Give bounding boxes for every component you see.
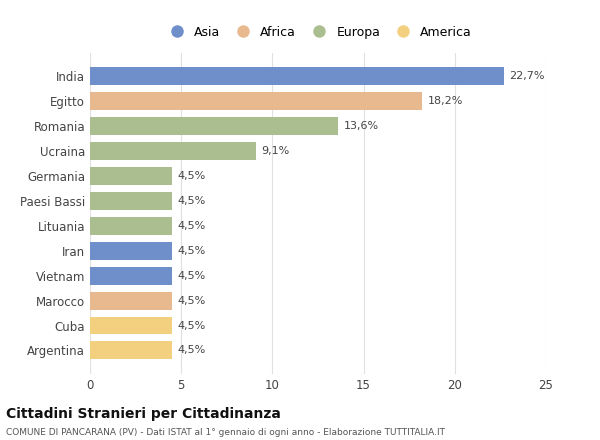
Legend: Asia, Africa, Europa, America: Asia, Africa, Europa, America: [159, 21, 477, 44]
Text: 13,6%: 13,6%: [344, 121, 379, 131]
Text: 4,5%: 4,5%: [178, 171, 206, 181]
Text: 4,5%: 4,5%: [178, 345, 206, 356]
Text: 4,5%: 4,5%: [178, 320, 206, 330]
Text: 4,5%: 4,5%: [178, 196, 206, 206]
Bar: [90, 267, 172, 285]
Bar: [90, 142, 256, 160]
Bar: [90, 117, 338, 135]
Text: 4,5%: 4,5%: [178, 296, 206, 306]
Text: 4,5%: 4,5%: [178, 246, 206, 256]
Text: 4,5%: 4,5%: [178, 271, 206, 281]
Bar: [90, 292, 172, 310]
Bar: [90, 167, 172, 185]
Bar: [90, 67, 504, 85]
Bar: [90, 217, 172, 235]
Text: Cittadini Stranieri per Cittadinanza: Cittadini Stranieri per Cittadinanza: [6, 407, 281, 421]
Text: 4,5%: 4,5%: [178, 221, 206, 231]
Text: 9,1%: 9,1%: [262, 146, 290, 156]
Bar: [90, 192, 172, 210]
Text: COMUNE DI PANCARANA (PV) - Dati ISTAT al 1° gennaio di ogni anno - Elaborazione : COMUNE DI PANCARANA (PV) - Dati ISTAT al…: [6, 428, 445, 436]
Bar: [90, 242, 172, 260]
Text: 18,2%: 18,2%: [427, 96, 463, 106]
Bar: [90, 92, 422, 110]
Text: 22,7%: 22,7%: [509, 71, 545, 81]
Bar: [90, 341, 172, 359]
Bar: [90, 316, 172, 334]
